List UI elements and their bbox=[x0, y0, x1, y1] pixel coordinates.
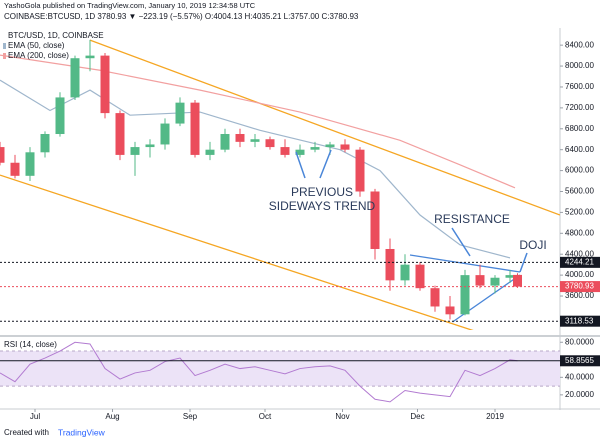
arrow bbox=[295, 149, 332, 179]
legend-swatch bbox=[3, 43, 6, 49]
y-tick-label: 20.0000 bbox=[565, 390, 594, 399]
annotations: PREVIOUS SIDEWAYS TREND RESISTANCE DOJI bbox=[269, 149, 547, 273]
legend-label: RSI (14, close) bbox=[4, 340, 57, 349]
y-tick-label: 6800.00 bbox=[565, 124, 594, 133]
annotation: RESISTANCE bbox=[434, 212, 510, 226]
annotation: DOJI bbox=[519, 238, 546, 252]
price-label: 4244.21 bbox=[565, 257, 594, 266]
price-label: 3118.53 bbox=[565, 316, 594, 325]
main-pane bbox=[0, 39, 560, 330]
price-label-box bbox=[560, 281, 600, 293]
y-tick-label: 7200.00 bbox=[565, 103, 594, 112]
y-tick-label: 4800.00 bbox=[565, 228, 594, 237]
candle-body bbox=[115, 113, 125, 155]
candle-body bbox=[280, 147, 290, 155]
y-tick-label: 5600.00 bbox=[565, 187, 594, 196]
candle-body bbox=[430, 288, 440, 307]
symbol-line: COINBASE:BTCUSD, 1D 3780.93 ▼ −223.19 (−… bbox=[4, 12, 359, 21]
y-tick-label: 5200.00 bbox=[565, 208, 594, 217]
candle-body bbox=[70, 58, 80, 98]
x-tick-label: Sep bbox=[183, 412, 198, 421]
candle-body bbox=[400, 264, 410, 281]
line bbox=[0, 54, 516, 189]
y-tick-label: 4000.00 bbox=[565, 270, 594, 279]
price-label-box bbox=[560, 315, 600, 327]
rsi-pane bbox=[0, 341, 560, 403]
candle-body bbox=[355, 149, 365, 192]
line bbox=[0, 341, 518, 403]
candle-body bbox=[205, 149, 215, 155]
candle-body bbox=[370, 191, 380, 249]
candle-body bbox=[475, 275, 485, 286]
candle-body bbox=[85, 55, 95, 59]
candle-body bbox=[310, 147, 320, 150]
candle-body bbox=[130, 147, 140, 155]
x-tick-label: 2019 bbox=[486, 412, 504, 421]
candle-body bbox=[25, 152, 35, 176]
y-tick-label: 3600.00 bbox=[565, 291, 594, 300]
candle-body bbox=[55, 97, 65, 135]
candle-body bbox=[385, 248, 395, 281]
line bbox=[0, 174, 474, 330]
legend-swatch bbox=[3, 53, 6, 59]
y-tick-label: 8400.00 bbox=[565, 40, 594, 49]
legend-label: EMA (50, close) bbox=[8, 41, 65, 50]
candle-body bbox=[100, 55, 110, 114]
legend-label: BTC/USD, 1D, COINBASE bbox=[8, 31, 104, 40]
candle-body bbox=[10, 162, 20, 176]
footer-brand: TradingView bbox=[58, 427, 106, 437]
footer-text: Created with bbox=[4, 428, 49, 437]
line bbox=[409, 254, 521, 273]
x-tick-label: Dec bbox=[410, 412, 424, 421]
x-tick-label: Nov bbox=[335, 412, 349, 421]
y-tick-label: 6000.00 bbox=[565, 166, 594, 175]
candle-body bbox=[340, 144, 350, 150]
y-tick-label: 4400.00 bbox=[565, 249, 594, 258]
y-tick-label: 6400.00 bbox=[565, 145, 594, 154]
annotation: PREVIOUS bbox=[291, 185, 353, 199]
candle-body bbox=[325, 144, 335, 148]
rsi-band bbox=[0, 351, 560, 387]
candle-body bbox=[445, 306, 455, 315]
candle-body bbox=[220, 134, 230, 150]
candle-body bbox=[415, 264, 425, 289]
candle-body bbox=[460, 275, 470, 315]
publish-line: YashoGola published on TradingView.com, … bbox=[4, 1, 256, 10]
candle-body bbox=[175, 102, 185, 124]
y-tick-label: 80.0000 bbox=[565, 337, 594, 346]
annotation: SIDEWAYS TREND bbox=[269, 199, 376, 213]
candle-body bbox=[235, 134, 245, 142]
y-tick-label: 7600.00 bbox=[565, 82, 594, 91]
line bbox=[89, 39, 560, 216]
y-tick-label: 8000.00 bbox=[565, 61, 594, 70]
candle-body bbox=[295, 149, 305, 155]
price-label-box bbox=[560, 256, 600, 268]
candle-body bbox=[40, 134, 50, 153]
value-label: 58.8565 bbox=[565, 356, 594, 365]
value-label-box bbox=[560, 355, 600, 367]
candle-body bbox=[190, 102, 200, 155]
x-tick-label: Jul bbox=[30, 412, 40, 421]
candle-body bbox=[490, 277, 500, 286]
candle-body bbox=[0, 147, 5, 163]
x-tick-label: Oct bbox=[259, 412, 272, 421]
legend-label: EMA (200, close) bbox=[8, 51, 69, 60]
x-tick-label: Aug bbox=[105, 412, 119, 421]
candle-body bbox=[250, 139, 260, 142]
y-tick-label: 40.0000 bbox=[565, 372, 594, 381]
candle-body bbox=[145, 144, 155, 148]
candle-body bbox=[160, 123, 170, 145]
arrow bbox=[451, 227, 528, 273]
candle-body bbox=[265, 139, 275, 148]
price-label: 3780.93 bbox=[565, 282, 594, 291]
candle-body bbox=[505, 275, 515, 278]
candle-body bbox=[513, 274, 522, 287]
